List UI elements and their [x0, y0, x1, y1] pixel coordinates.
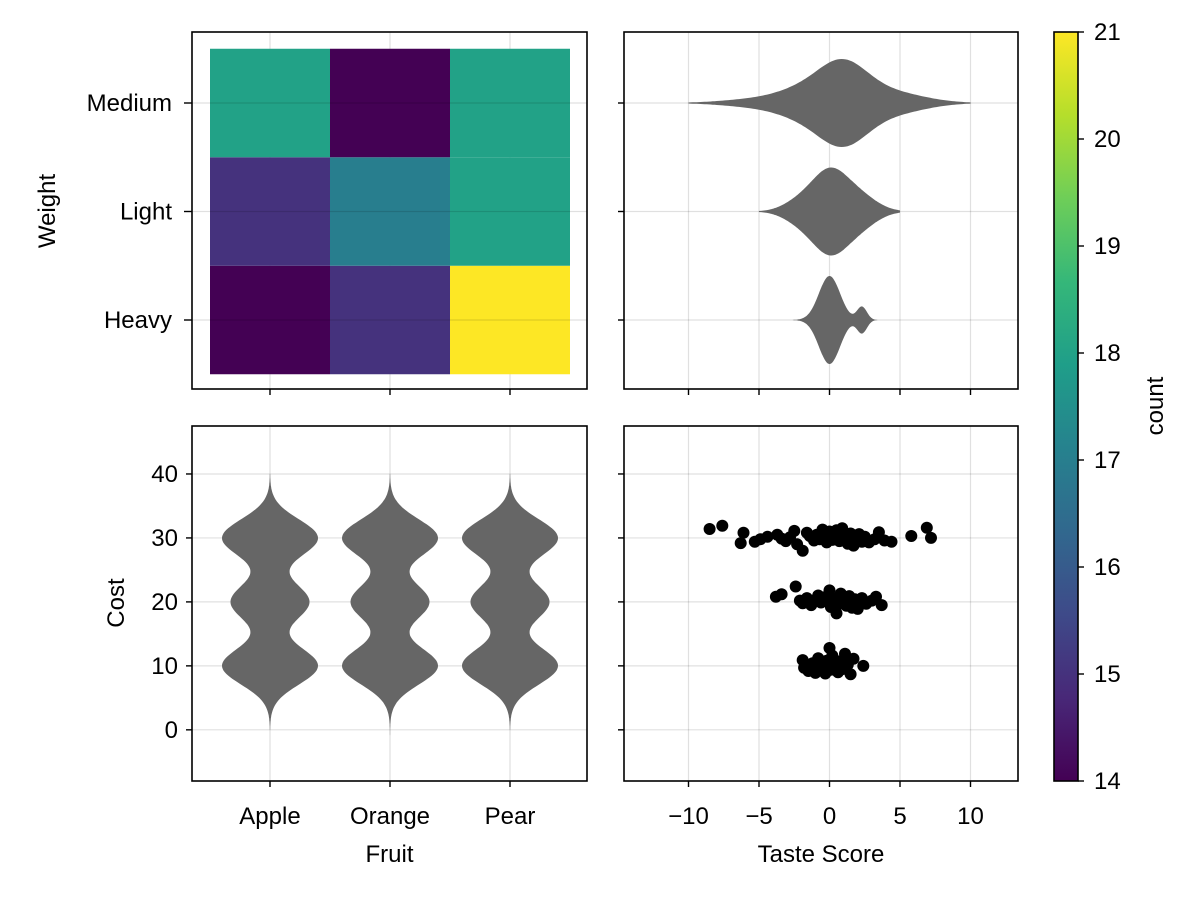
violin-apple	[222, 474, 318, 730]
y-tick-label-medium: Medium	[87, 90, 172, 117]
heatmap-cell-orange-medium	[330, 48, 450, 158]
scatter-point	[920, 521, 933, 534]
scatter-point	[844, 668, 857, 681]
violin-orange	[342, 474, 438, 743]
y-tick-label: 20	[151, 589, 178, 616]
colorbar-tick-label: 20	[1094, 126, 1121, 153]
violin-horizontal-frame	[623, 31, 1019, 390]
scatter-point	[761, 530, 774, 543]
heatmap-cell-pear-light	[450, 157, 570, 266]
colorbar-tick-label: 19	[1094, 233, 1121, 260]
heatmap-y-axis-label: Weight	[34, 174, 61, 249]
y-tick-label-heavy: Heavy	[104, 307, 172, 334]
y-tick-label: 10	[151, 653, 178, 680]
violin-horizontal-panel	[618, 31, 1019, 395]
scatter-point	[737, 526, 750, 539]
colorbar-tick-label: 14	[1094, 768, 1121, 795]
scatter-point	[925, 531, 937, 544]
y-tick-label-light: Light	[120, 199, 172, 226]
colorbar-gradient	[1054, 32, 1078, 781]
scatter-point	[857, 659, 870, 672]
colorbar-tick-label: 18	[1094, 340, 1121, 367]
colorbar-frame	[1053, 31, 1079, 782]
cost-axis-label: Cost	[103, 578, 130, 628]
scatter-point	[875, 599, 888, 612]
colorbar: 14 15 16 17 18 19 20 21 count	[1053, 19, 1169, 795]
scatter-point	[847, 652, 860, 665]
heatmap-cell-pear-medium	[450, 48, 570, 158]
x-tick-label-pear: Pear	[485, 803, 536, 830]
scatter-point	[703, 523, 716, 535]
x-tick-label: 5	[893, 803, 906, 830]
colorbar-tick-label: 15	[1094, 661, 1121, 688]
x-tick-label: 0	[823, 803, 836, 830]
scatter-point	[788, 524, 801, 537]
colorbar-label: count	[1142, 376, 1169, 435]
colorbar-tick-label: 17	[1094, 447, 1121, 474]
x-tick-label-apple: Apple	[239, 803, 300, 830]
scatter-point	[789, 580, 802, 593]
violin-pear	[462, 474, 558, 730]
scatter-point	[905, 530, 918, 542]
y-tick-label: 0	[165, 717, 178, 744]
y-tick-label: 30	[151, 525, 178, 552]
colorbar-tick-label: 21	[1094, 19, 1121, 46]
x-tick-label: 10	[957, 803, 984, 830]
scatter-point	[734, 537, 747, 550]
y-tick-label: 40	[151, 461, 178, 488]
heatmap-cell-apple-medium	[210, 48, 330, 158]
violin-medium	[688, 59, 971, 147]
heatmap-cell-apple-light	[210, 157, 330, 266]
scatter-point	[796, 544, 809, 557]
heatmap-cell-apple-heavy	[210, 265, 330, 375]
violin-light	[759, 167, 900, 256]
x-tick-label: −10	[668, 803, 709, 830]
colorbar-tick-label: 16	[1094, 554, 1121, 581]
heatmap-cell-orange-light	[330, 157, 450, 266]
scatter-frame	[623, 425, 1019, 782]
heatmap-cell-pear-heavy	[450, 265, 570, 375]
fruit-axis-label: Fruit	[366, 841, 414, 868]
scatter-panel: −10 −5 0 5 10 Taste Score	[618, 425, 1019, 868]
scatter-point	[885, 535, 898, 548]
taste-score-axis-label: Taste Score	[758, 841, 885, 868]
x-tick-label-orange: Orange	[350, 803, 430, 830]
heatmap-cell-orange-heavy	[330, 265, 450, 375]
scatter-point	[775, 588, 788, 601]
violin-vertical-panel: 0 10 20 30 40 Apple Orange Pear Fruit Cost	[103, 425, 588, 868]
scatter-point	[716, 519, 729, 532]
heatmap-panel: Heavy Light Medium Weight	[34, 31, 588, 395]
x-tick-label: −5	[745, 803, 772, 830]
scatter-point	[830, 607, 843, 620]
violin-heavy	[792, 276, 878, 364]
